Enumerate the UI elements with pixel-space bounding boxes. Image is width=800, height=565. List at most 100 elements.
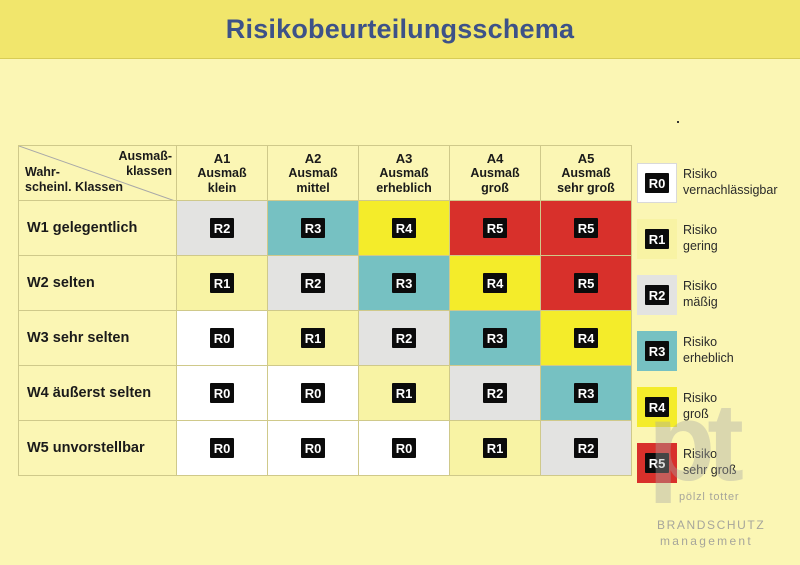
legend-item-r0: R0 Risiko vernachlässigbar (637, 163, 797, 203)
risk-cell: R4 (541, 311, 632, 366)
risk-cell: R0 (177, 421, 268, 476)
risk-badge: R5 (574, 273, 598, 293)
risk-badge: R0 (392, 438, 416, 458)
legend-swatch: R2 (637, 275, 677, 315)
risk-cell: R1 (359, 366, 450, 421)
risk-badge: R1 (210, 273, 234, 293)
legend-text: Risiko sehr groß (683, 446, 737, 478)
legend-item-r5: R5 Risiko sehr groß (637, 443, 797, 483)
legend-line1: Risiko (683, 391, 718, 405)
legend-line1: Risiko (683, 447, 718, 461)
legend-line2: groß (683, 407, 709, 421)
legend-line2: erheblich (683, 351, 734, 365)
column-header-a5: A5 Ausmaß sehr groß (541, 145, 632, 201)
risk-badge: R5 (574, 218, 598, 238)
risk-badge: R0 (210, 383, 234, 403)
risk-cell: R0 (268, 366, 359, 421)
risk-cell: R2 (268, 256, 359, 311)
risk-cell: R4 (450, 256, 541, 311)
column-code: A2 (304, 150, 322, 166)
column-code: A4 (486, 150, 504, 166)
column-line2: erheblich (376, 180, 432, 195)
risk-badge: R2 (210, 218, 234, 238)
risk-badge: R2 (483, 383, 507, 403)
risk-cell: R2 (541, 421, 632, 476)
corner-bottom-line1: Wahr- (25, 165, 60, 179)
column-line2: sehr groß (557, 180, 615, 195)
risk-badge: R4 (483, 273, 507, 293)
risk-badge: R3 (483, 328, 507, 348)
legend-badge: R1 (645, 229, 669, 249)
corner-column-axis-label: Ausmaß- klassen (119, 149, 172, 179)
legend-line2: gering (683, 239, 718, 253)
risk-badge: R1 (301, 328, 325, 348)
risk-matrix: Ausmaß- klassen Wahr- scheinl. Klassen A… (18, 145, 632, 476)
risk-cell: R0 (177, 311, 268, 366)
legend-line1: Risiko (683, 279, 718, 293)
legend-swatch: R0 (637, 163, 677, 203)
risk-badge: R4 (392, 218, 416, 238)
column-line1: Ausmaß (379, 165, 429, 180)
risk-cell: R3 (359, 256, 450, 311)
risk-badge: R0 (210, 438, 234, 458)
risk-cell: R0 (359, 421, 450, 476)
risk-cell: R1 (268, 311, 359, 366)
corner-bottom-line2: scheinl. Klassen (25, 180, 123, 194)
legend-swatch: R3 (637, 331, 677, 371)
risk-badge: R2 (392, 328, 416, 348)
watermark-company-name: pölzl totter (679, 491, 740, 503)
column-line1: Ausmaß (470, 165, 520, 180)
watermark-brand: BRANDSCHUTZ (657, 518, 766, 532)
legend-text: Risiko gering (683, 222, 718, 254)
risk-badge: R4 (574, 328, 598, 348)
legend-swatch: R1 (637, 219, 677, 259)
risk-cell: R5 (450, 201, 541, 256)
column-line2: mittel (296, 180, 330, 195)
row-header-w5: W5 unvorstellbar (18, 421, 177, 476)
risk-cell: R3 (450, 311, 541, 366)
risk-cell: R1 (177, 256, 268, 311)
column-code: A3 (395, 150, 413, 166)
column-line2: groß (481, 180, 509, 195)
risk-cell: R0 (268, 421, 359, 476)
risk-cell: R2 (359, 311, 450, 366)
column-line1: Ausmaß (561, 165, 611, 180)
risk-cell: R3 (268, 201, 359, 256)
legend-line1: Risiko (683, 167, 718, 181)
legend-badge: R3 (645, 341, 669, 361)
legend-item-r1: R1 Risiko gering (637, 219, 797, 259)
risk-cell: R4 (359, 201, 450, 256)
risk-badge: R3 (392, 273, 416, 293)
column-header-a2: A2 Ausmaß mittel (268, 145, 359, 201)
risk-badge: R3 (574, 383, 598, 403)
risk-badge: R3 (301, 218, 325, 238)
legend-line1: Risiko (683, 223, 718, 237)
legend-line2: sehr groß (683, 463, 737, 477)
legend-swatch: R4 (637, 387, 677, 427)
page-title: Risikobeurteilungsschema (225, 13, 575, 44)
corner-row-axis-label: Wahr- scheinl. Klassen (25, 165, 123, 195)
risk-badge: R0 (301, 438, 325, 458)
risk-cell: R5 (541, 201, 632, 256)
row-header-w1: W1 gelegentlich (18, 201, 177, 256)
legend-text: Risiko mäßig (683, 278, 718, 310)
risk-badge: R2 (574, 438, 598, 458)
legend-badge: R0 (645, 173, 669, 193)
legend-badge: R2 (645, 285, 669, 305)
legend-item-r2: R2 Risiko mäßig (637, 275, 797, 315)
legend-badge: R5 (645, 453, 669, 473)
watermark-subtitle: management (660, 534, 754, 548)
row-header-w2: W2 selten (18, 256, 177, 311)
legend-text: Risiko vernachlässigbar (683, 166, 778, 198)
column-line2: klein (207, 180, 237, 195)
legend-text: Risiko groß (683, 390, 717, 422)
legend-swatch: R5 (637, 443, 677, 483)
risk-badge: R1 (483, 438, 507, 458)
legend-line2: mäßig (683, 295, 718, 309)
legend-item-r3: R3 Risiko erheblich (637, 331, 797, 371)
stray-dot (677, 121, 679, 123)
column-line1: Ausmaß (197, 165, 247, 180)
column-header-a1: A1 Ausmaß klein (177, 145, 268, 201)
corner-top-line2: klassen (126, 164, 172, 178)
row-header-w3: W3 sehr selten (18, 311, 177, 366)
